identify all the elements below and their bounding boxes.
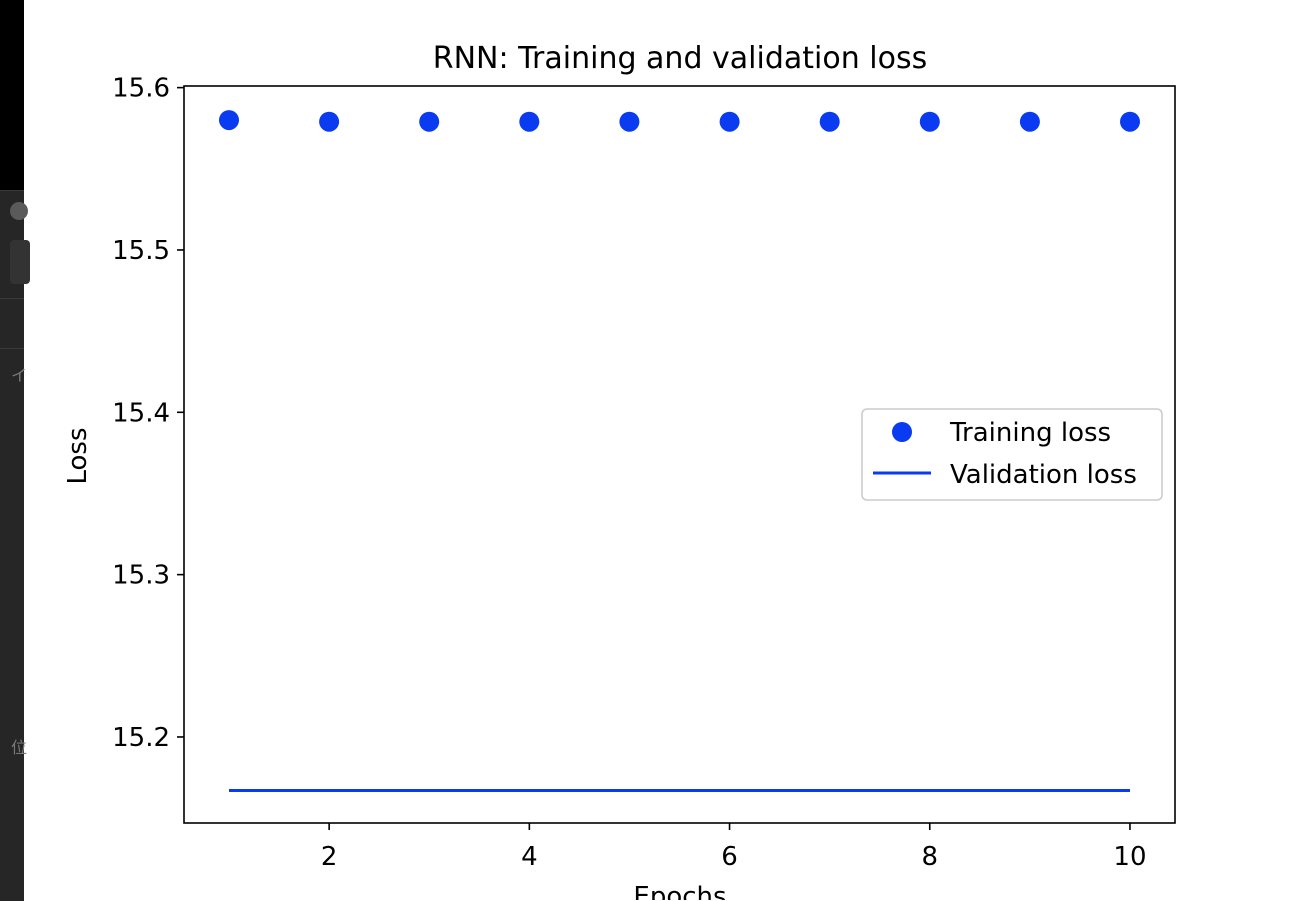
training-loss-point	[419, 111, 440, 132]
background-glyph: 位	[11, 738, 28, 757]
legend-label-validation: Validation loss	[950, 460, 1137, 490]
x-tick-label: 4	[521, 842, 538, 872]
training-loss-point	[919, 111, 940, 132]
legend-label-training: Training loss	[949, 418, 1111, 448]
legend-marker-training	[892, 422, 912, 442]
y-tick-label: 15.3	[112, 561, 170, 591]
training-loss-point	[319, 111, 340, 132]
y-tick-label: 15.5	[112, 236, 170, 266]
x-tick-label: 8	[921, 842, 938, 872]
training-loss-point	[719, 111, 740, 132]
background-divider	[0, 348, 24, 349]
x-tick-label: 6	[721, 842, 738, 872]
x-tick-label: 2	[321, 842, 338, 872]
y-tick-label: 15.6	[112, 74, 170, 104]
y-tick-label: 15.4	[112, 398, 170, 428]
x-axis: 2 4 6 8 10	[321, 823, 1147, 872]
y-tick-label: 15.2	[112, 723, 170, 753]
background-field	[10, 240, 30, 284]
y-axis-label: Loss	[63, 427, 93, 484]
plot-frame	[183, 85, 1176, 824]
training-loss-point	[219, 110, 239, 131]
training-loss-point	[1120, 111, 1140, 132]
training-loss-point	[819, 111, 840, 132]
legend-box	[861, 408, 1163, 501]
x-axis-label: Epochs	[633, 882, 726, 900]
background-panel	[0, 190, 24, 901]
chart-title: RNN: Training and validation loss	[433, 41, 927, 76]
x-tick-label: 10	[1113, 842, 1146, 872]
background-window-strip: イ 位	[0, 0, 30, 901]
background-glyph: イ	[11, 366, 28, 385]
training-loss-point	[519, 111, 540, 132]
training-loss-point	[619, 111, 640, 132]
background-window-button	[10, 202, 28, 220]
legend: Training loss Validation loss	[861, 408, 1163, 501]
background-divider	[0, 298, 24, 299]
plot-area	[219, 110, 1140, 792]
y-axis: 15.2 15.3 15.4 15.5 15.6	[112, 74, 184, 753]
training-loss-point	[1019, 111, 1040, 132]
background-dark-region	[0, 0, 24, 190]
